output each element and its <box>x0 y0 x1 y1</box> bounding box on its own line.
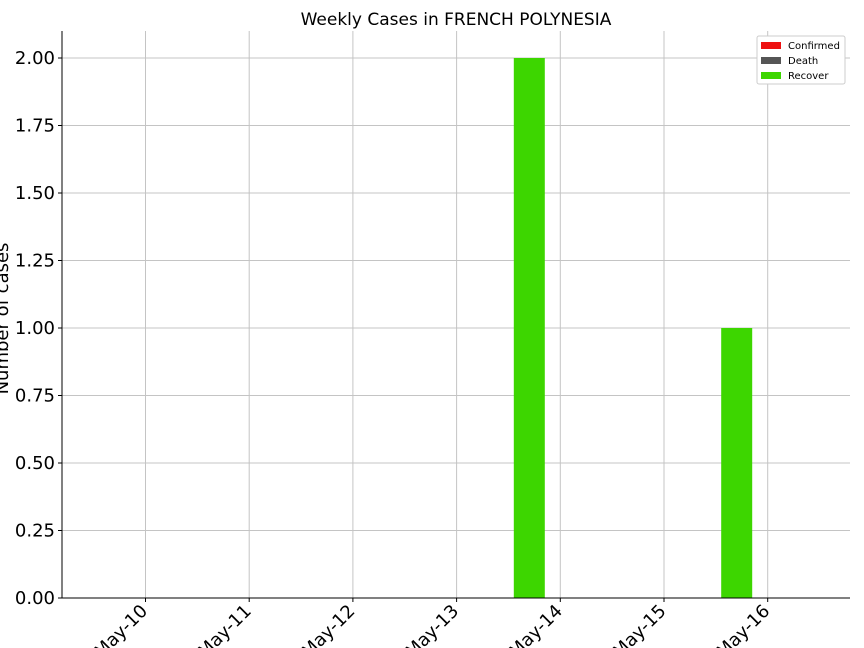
y-tick-label: 0.75 <box>15 386 55 407</box>
legend-swatch-confirmed <box>761 42 781 49</box>
legend-label-recover: Recover <box>788 71 829 82</box>
y-tick-label: 1.25 <box>15 251 55 272</box>
y-tick-label: 1.75 <box>15 116 55 137</box>
y-tick-label: 0.25 <box>15 521 55 542</box>
bar-recover-may-16 <box>721 328 753 598</box>
bars <box>513 58 753 598</box>
y-axis-label: Number of cases <box>0 243 13 395</box>
y-tick-label: 1.00 <box>15 318 55 339</box>
y-tick-label: 1.50 <box>15 183 55 204</box>
legend-swatch-recover <box>761 72 781 79</box>
y-tick-labels: 0.00 0.25 0.50 0.75 1.00 1.25 1.50 1.75 2.00 <box>15 48 62 609</box>
y-tick-label: 0.50 <box>15 453 55 474</box>
legend: Confirmed Death Recover <box>756 35 846 85</box>
chart-title: Weekly Cases in FRENCH POLYNESIA <box>301 10 612 30</box>
bar-recover-may-14 <box>513 58 545 598</box>
legend-label-confirmed: Confirmed <box>788 41 840 52</box>
y-tick-label: 2.00 <box>15 48 55 69</box>
legend-swatch-death <box>761 57 781 64</box>
y-tick-label: 0.00 <box>15 588 55 609</box>
grid <box>62 31 850 598</box>
legend-label-death: Death <box>788 56 818 67</box>
